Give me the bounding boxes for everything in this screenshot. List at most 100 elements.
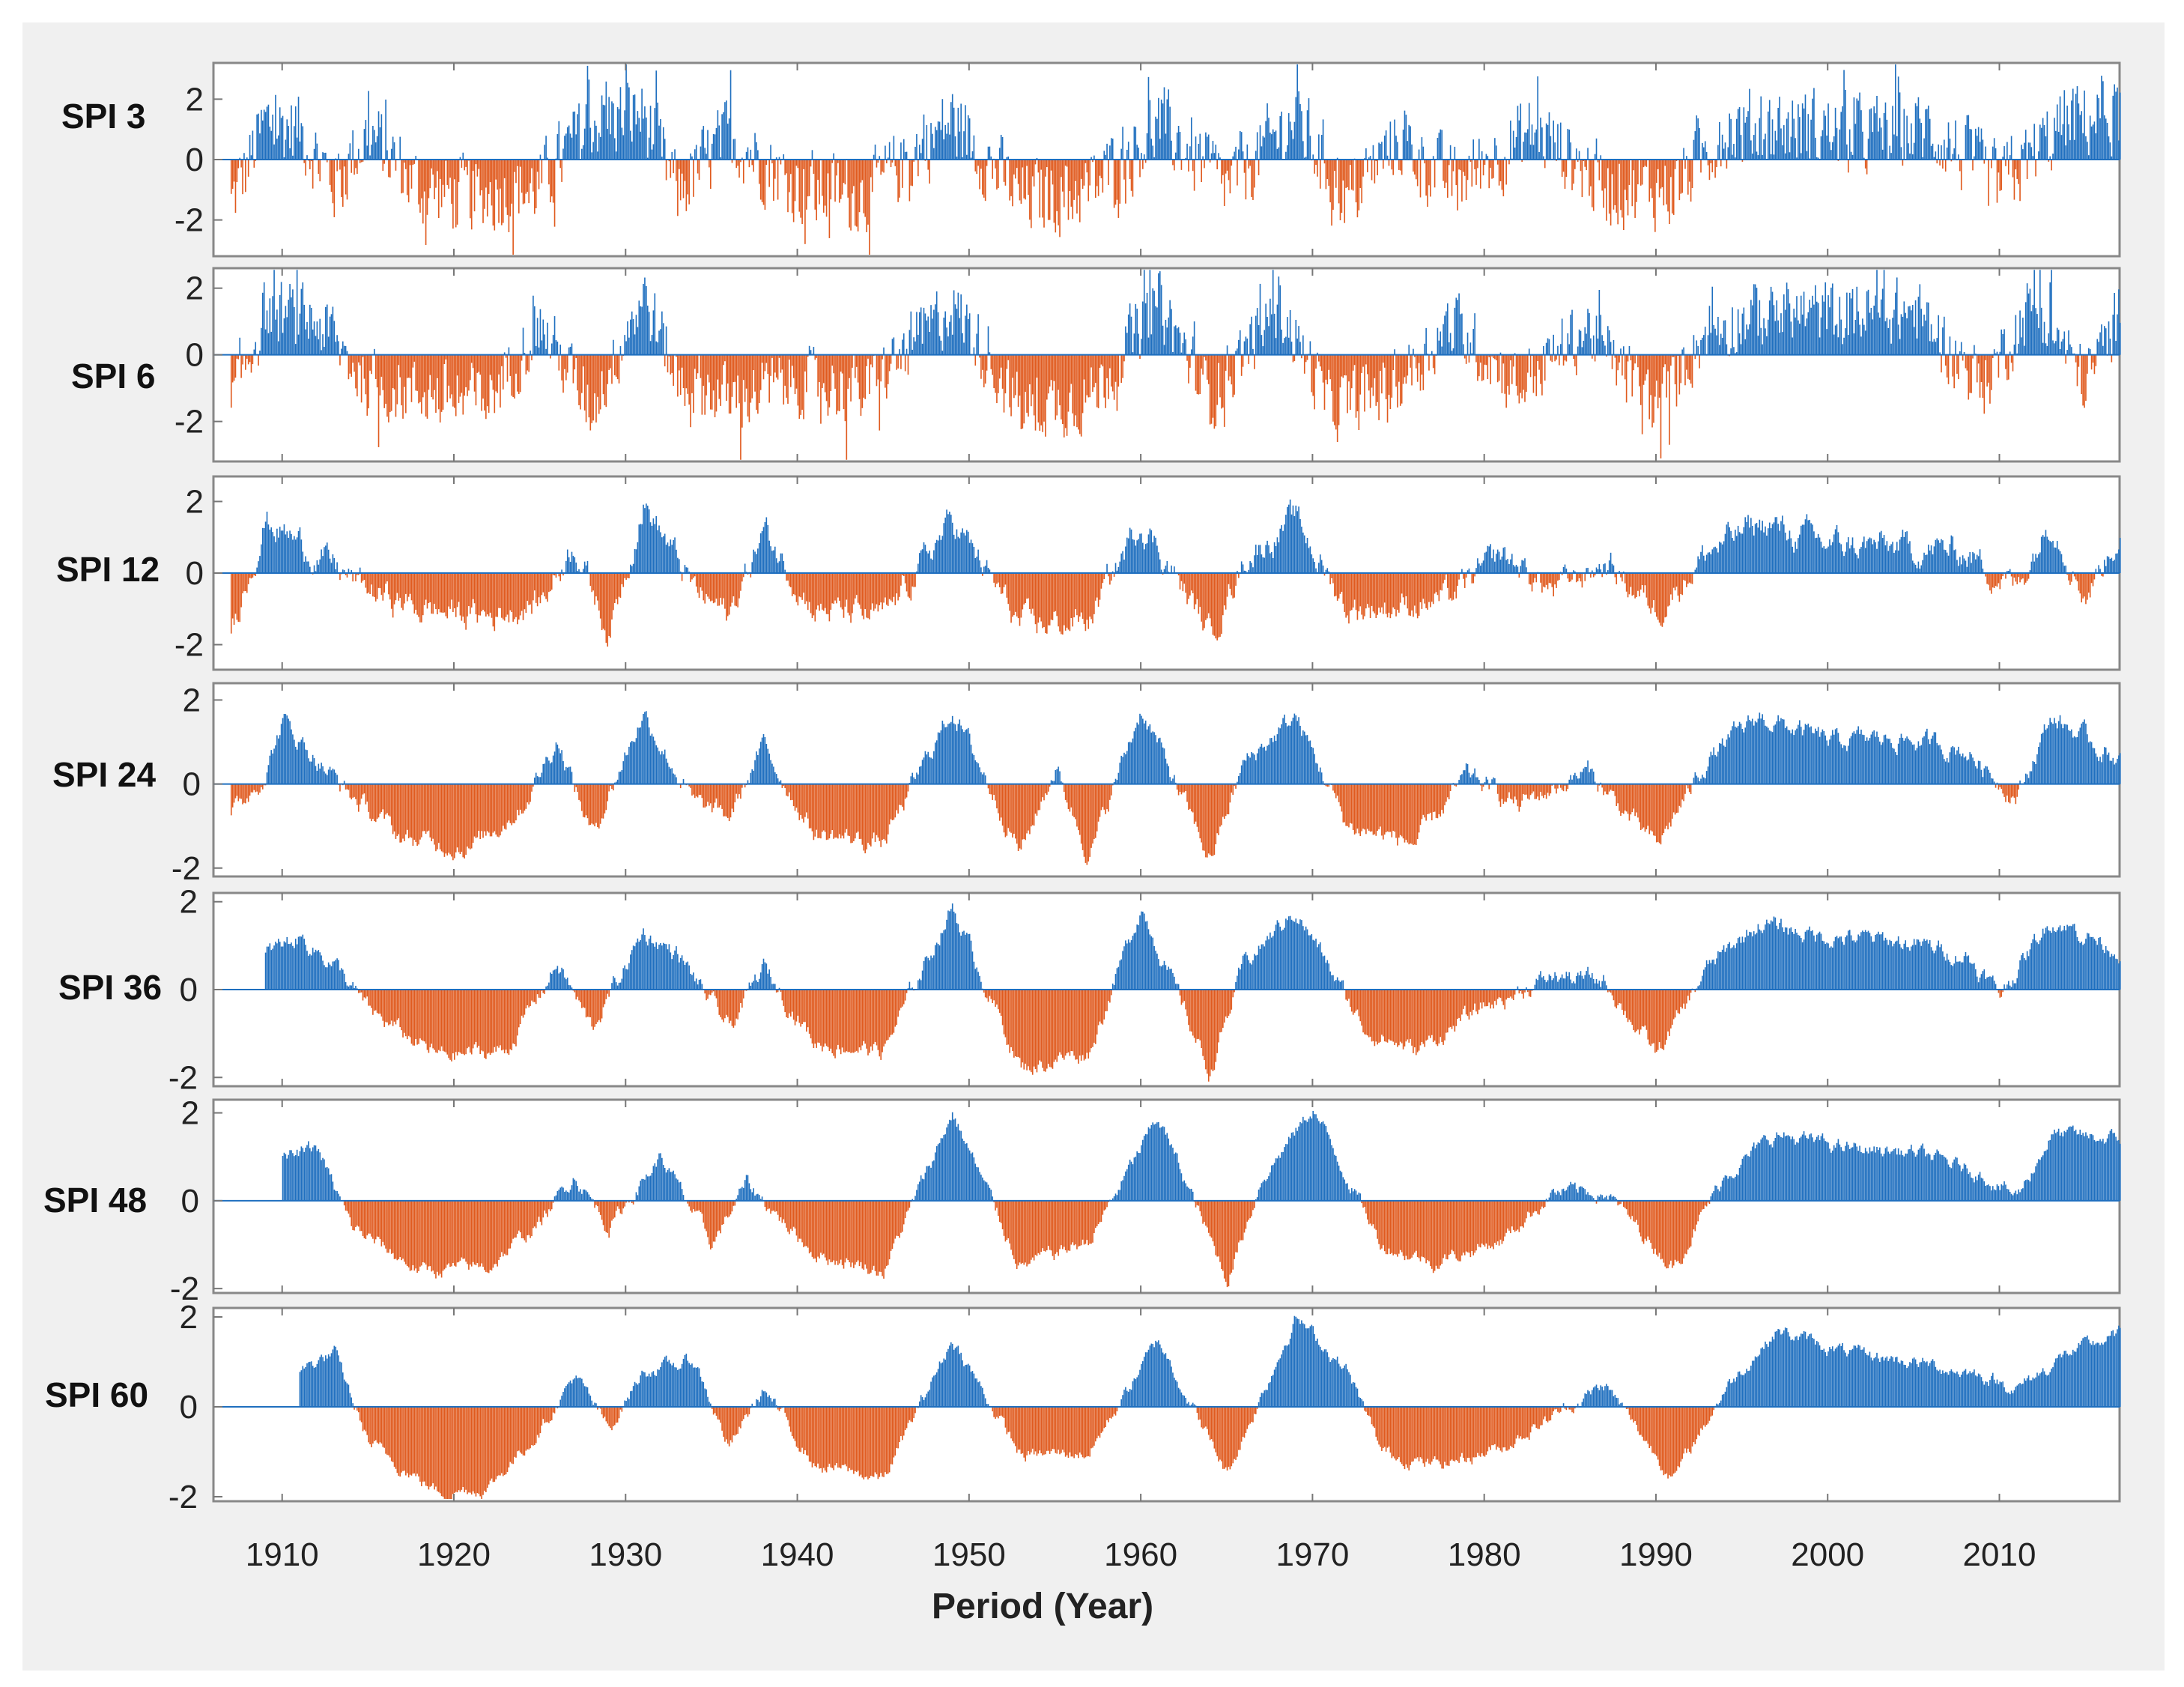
wet-bar xyxy=(1437,137,1439,160)
wet-bar xyxy=(1993,138,1995,160)
wet-bar xyxy=(1543,156,1544,160)
dry-bar xyxy=(1648,354,1651,420)
dry-bar xyxy=(1614,160,1616,205)
wet-bar xyxy=(1949,138,1951,160)
wet-bar xyxy=(1199,133,1201,160)
dry-bar xyxy=(553,160,556,227)
wet-bar xyxy=(926,551,928,573)
dry-bar xyxy=(2092,354,2094,363)
dry-bar xyxy=(506,784,509,823)
wet-bar xyxy=(1189,146,1191,160)
dry-bar xyxy=(1556,573,1557,588)
wet-bar xyxy=(1472,329,1474,355)
dry-bar xyxy=(610,354,611,369)
dry-bar xyxy=(873,573,875,611)
dry-bar xyxy=(2090,573,2093,584)
wet-bar xyxy=(1478,139,1480,160)
dry-bar xyxy=(1186,573,1188,605)
dry-bar xyxy=(1062,160,1064,192)
wet-bar xyxy=(1594,154,1596,160)
dry-bar xyxy=(1177,573,1180,576)
dry-bar xyxy=(750,573,752,578)
dry-bar xyxy=(756,354,757,411)
dry-bar xyxy=(1334,784,1335,793)
wet-bar xyxy=(1771,524,1774,573)
dry-bar xyxy=(528,354,530,372)
wet-bar xyxy=(1589,772,1590,784)
wet-bar xyxy=(1239,130,1241,160)
dry-bar xyxy=(1338,784,1340,802)
dry-bar xyxy=(1317,160,1318,177)
wet-bar xyxy=(1943,549,1945,573)
dry-bar xyxy=(553,573,556,576)
dry-bar xyxy=(1418,573,1420,617)
dry-bar xyxy=(830,160,832,200)
dry-bar xyxy=(721,573,723,605)
wet-bar xyxy=(1149,724,1151,784)
dry-bar xyxy=(1085,784,1087,863)
wet-bar xyxy=(294,106,297,160)
y-tick-label: 0 xyxy=(186,337,204,374)
dry-bar xyxy=(1980,354,1983,383)
dry-bar xyxy=(230,573,232,634)
dry-bar xyxy=(1620,573,1622,578)
dry-bar xyxy=(995,784,996,801)
dry-bar xyxy=(840,573,842,608)
dry-bar xyxy=(249,354,251,363)
dry-bar xyxy=(1046,573,1048,634)
dry-bar xyxy=(1532,784,1535,792)
dry-bar xyxy=(1315,354,1317,369)
wet-bar xyxy=(1881,538,1884,573)
wet-bar xyxy=(926,124,928,160)
wet-bar xyxy=(920,766,922,784)
wet-bar xyxy=(1776,140,1778,160)
dry-bar xyxy=(784,784,786,788)
dry-bar xyxy=(1003,573,1005,587)
dry-bar xyxy=(610,573,611,638)
dry-bar xyxy=(797,784,799,813)
dry-bar xyxy=(1059,573,1061,632)
wet-bar xyxy=(940,340,942,355)
dry-bar xyxy=(1452,160,1455,172)
wet-bar xyxy=(1195,136,1197,160)
wet-bar xyxy=(938,733,941,784)
dry-bar xyxy=(1678,354,1681,395)
wet-bar xyxy=(267,104,270,160)
dry-bar xyxy=(813,573,815,616)
wet-bar xyxy=(315,766,317,784)
wet-bar xyxy=(1162,325,1164,355)
dry-bar xyxy=(1488,160,1490,189)
dry-bar xyxy=(461,573,463,621)
wet-bar xyxy=(707,130,709,160)
dry-bar xyxy=(481,784,482,832)
dry-bar xyxy=(1398,160,1400,170)
wet-bar xyxy=(1920,565,1923,573)
wet-bar xyxy=(1767,319,1769,355)
dry-bar xyxy=(1371,160,1373,181)
wet-bar xyxy=(1703,335,1705,355)
dry-bar xyxy=(481,354,482,411)
dry-bar xyxy=(1641,784,1643,829)
dry-bar xyxy=(1541,784,1543,796)
wet-bar xyxy=(1853,333,1855,355)
wet-bar xyxy=(1490,544,1491,573)
dry-bar xyxy=(1352,160,1354,191)
wet-bar xyxy=(1292,717,1294,784)
wet-bar xyxy=(1608,560,1610,573)
dry-bar xyxy=(559,160,561,169)
dry-bar xyxy=(694,354,696,369)
wet-bar xyxy=(296,137,298,160)
dry-bar xyxy=(1529,784,1532,796)
wet-bar xyxy=(1751,153,1753,160)
dry-bar xyxy=(383,784,385,819)
wet-bar xyxy=(2032,305,2034,355)
dry-bar xyxy=(984,354,986,384)
dry-bar xyxy=(530,784,531,802)
wet-bar xyxy=(1514,147,1516,160)
wet-bar xyxy=(932,758,933,784)
dry-bar xyxy=(565,354,567,381)
dry-bar xyxy=(827,573,829,614)
wet-bar xyxy=(2032,553,2034,573)
wet-bar xyxy=(947,724,949,784)
dry-bar xyxy=(1580,573,1582,582)
